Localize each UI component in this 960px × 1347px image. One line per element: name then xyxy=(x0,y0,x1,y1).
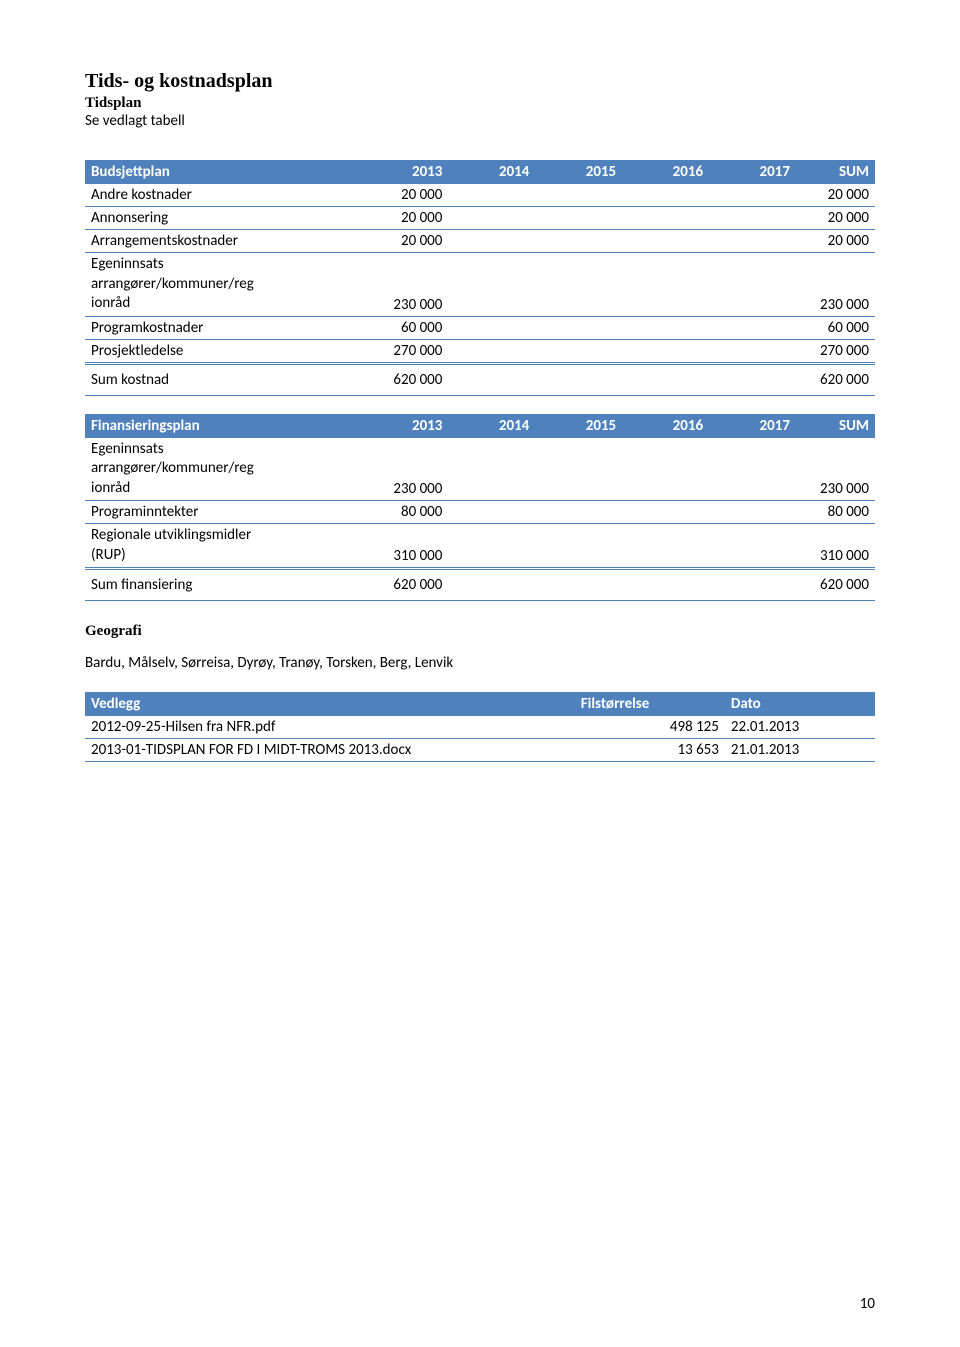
row-label: Egeninnsatsarrangører/kommuner/regionråd xyxy=(85,437,330,501)
sum-value: 620 000 xyxy=(330,569,449,601)
vedlegg-date: 22.01.2013 xyxy=(725,716,875,739)
row-label: Regionale utviklingsmidler(RUP) xyxy=(85,524,330,569)
table-header-row: Budsjettplan 2013 2014 2015 2016 2017 SU… xyxy=(85,161,875,184)
table-row: Annonsering 20 000 20 000 xyxy=(85,207,875,230)
col-2013: 2013 xyxy=(330,414,449,437)
table-row: Egeninnsatsarrangører/kommuner/regionråd… xyxy=(85,253,875,317)
table-row: Prosjektledelse 270 000 270 000 xyxy=(85,339,875,363)
row-label: Egeninnsatsarrangører/kommuner/regionråd xyxy=(85,253,330,317)
row-label: Annonsering xyxy=(85,207,330,230)
table-row: 2012-09-25-Hilsen fra NFR.pdf 498 125 22… xyxy=(85,716,875,739)
table-row: 2013-01-TIDSPLAN FOR FD I MIDT-TROMS 201… xyxy=(85,739,875,762)
cell-value: 80 000 xyxy=(796,501,875,524)
sum-row: Sum finansiering 620 000 620 000 xyxy=(85,569,875,601)
cell-value: 60 000 xyxy=(330,316,449,339)
col-2016: 2016 xyxy=(622,161,709,184)
col-dato: Dato xyxy=(725,693,875,716)
table-header-row: Finansieringsplan 2013 2014 2015 2016 20… xyxy=(85,414,875,437)
cell-value: 310 000 xyxy=(796,524,875,569)
col-2016: 2016 xyxy=(622,414,709,437)
sum-label: Sum finansiering xyxy=(85,569,330,601)
table-header-row: Vedlegg Filstørrelse Dato xyxy=(85,693,875,716)
cell-value: 20 000 xyxy=(330,184,449,207)
vedlegg-name: 2012-09-25-Hilsen fra NFR.pdf xyxy=(85,716,575,739)
cell-value: 20 000 xyxy=(796,207,875,230)
col-vedlegg: Vedlegg xyxy=(85,693,575,716)
cell-value: 20 000 xyxy=(796,184,875,207)
table-row: Regionale utviklingsmidler(RUP) 310 000 … xyxy=(85,524,875,569)
vedlegg-size: 13 653 xyxy=(575,739,725,762)
cell-value: 270 000 xyxy=(796,339,875,363)
sum-value: 620 000 xyxy=(330,363,449,395)
cell-value: 230 000 xyxy=(330,437,449,501)
col-2017: 2017 xyxy=(709,414,796,437)
col-budsjettplan: Budsjettplan xyxy=(85,161,330,184)
geografi-heading: Geografi xyxy=(85,623,875,640)
vedlegg-date: 21.01.2013 xyxy=(725,739,875,762)
cell-value: 310 000 xyxy=(330,524,449,569)
cell-value: 230 000 xyxy=(330,253,449,317)
budsjettplan-table: Budsjettplan 2013 2014 2015 2016 2017 SU… xyxy=(85,160,875,396)
row-label: Programinntekter xyxy=(85,501,330,524)
row-label: Andre kostnader xyxy=(85,184,330,207)
col-2015: 2015 xyxy=(535,161,622,184)
vedlegg-table: Vedlegg Filstørrelse Dato 2012-09-25-Hil… xyxy=(85,692,875,762)
row-label: Programkostnader xyxy=(85,316,330,339)
table-row: Programinntekter 80 000 80 000 xyxy=(85,501,875,524)
table-row: Arrangementskostnader 20 000 20 000 xyxy=(85,230,875,253)
col-2014: 2014 xyxy=(448,414,535,437)
col-sum: SUM xyxy=(796,161,875,184)
row-label: Prosjektledelse xyxy=(85,339,330,363)
cell-value: 20 000 xyxy=(796,230,875,253)
cell-value: 20 000 xyxy=(330,230,449,253)
sum-value: 620 000 xyxy=(796,363,875,395)
row-label: Arrangementskostnader xyxy=(85,230,330,253)
col-sum: SUM xyxy=(796,414,875,437)
col-filstorrelse: Filstørrelse xyxy=(575,693,725,716)
page-title: Tids- og kostnadsplan xyxy=(85,70,875,93)
cell-value: 80 000 xyxy=(330,501,449,524)
geografi-text: Bardu, Målselv, Sørreisa, Dyrøy, Tranøy,… xyxy=(85,654,875,672)
col-2015: 2015 xyxy=(535,414,622,437)
intro-text: Se vedlagt tabell xyxy=(85,112,875,130)
col-2017: 2017 xyxy=(709,161,796,184)
cell-value: 60 000 xyxy=(796,316,875,339)
sum-label: Sum kostnad xyxy=(85,363,330,395)
page-number: 10 xyxy=(860,1295,875,1313)
cell-value: 20 000 xyxy=(330,207,449,230)
vedlegg-name: 2013-01-TIDSPLAN FOR FD I MIDT-TROMS 201… xyxy=(85,739,575,762)
vedlegg-size: 498 125 xyxy=(575,716,725,739)
table-row: Egeninnsatsarrangører/kommuner/regionråd… xyxy=(85,437,875,501)
table-row: Programkostnader 60 000 60 000 xyxy=(85,316,875,339)
cell-value: 230 000 xyxy=(796,253,875,317)
col-finansieringsplan: Finansieringsplan xyxy=(85,414,330,437)
col-2014: 2014 xyxy=(448,161,535,184)
col-2013: 2013 xyxy=(330,161,449,184)
subheading-tidsplan: Tidsplan xyxy=(85,95,875,112)
cell-value: 230 000 xyxy=(796,437,875,501)
table-row: Andre kostnader 20 000 20 000 xyxy=(85,184,875,207)
sum-value: 620 000 xyxy=(796,569,875,601)
cell-value: 270 000 xyxy=(330,339,449,363)
finansieringsplan-table: Finansieringsplan 2013 2014 2015 2016 20… xyxy=(85,414,875,602)
sum-row: Sum kostnad 620 000 620 000 xyxy=(85,363,875,395)
